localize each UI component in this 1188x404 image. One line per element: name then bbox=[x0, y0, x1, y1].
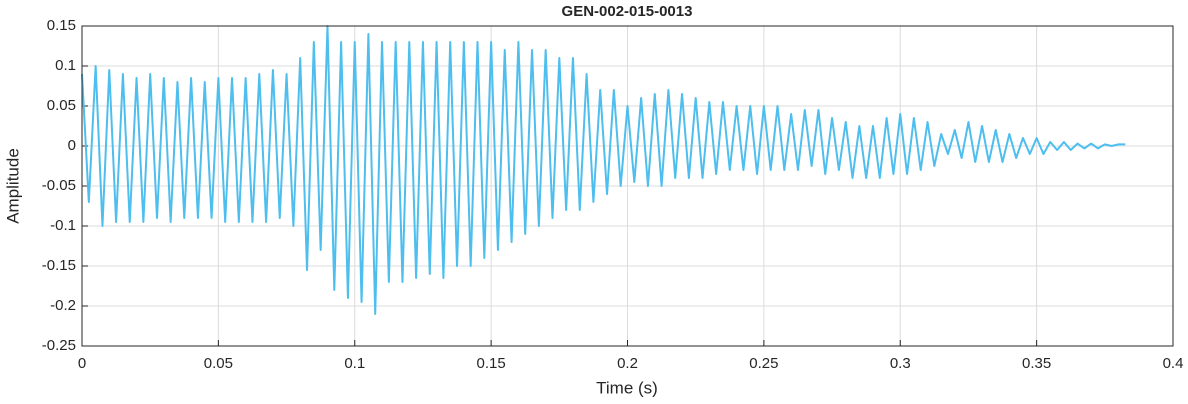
y-tick-label: 0.1 bbox=[55, 57, 76, 74]
y-tick-label: -0.05 bbox=[42, 177, 76, 194]
x-tick-label: 0.3 bbox=[890, 355, 911, 372]
x-tick-label: 0.25 bbox=[749, 355, 778, 372]
x-tick-label: 0.05 bbox=[204, 355, 233, 372]
x-tick-label: 0.1 bbox=[344, 355, 365, 372]
x-tick-label: 0.35 bbox=[1022, 355, 1051, 372]
y-tick-label: 0.15 bbox=[47, 17, 76, 34]
y-tick-label: -0.1 bbox=[50, 217, 76, 234]
x-tick-label: 0.2 bbox=[617, 355, 638, 372]
y-tick-label: -0.2 bbox=[50, 297, 76, 314]
y-tick-label: 0.05 bbox=[47, 97, 76, 114]
axes-box bbox=[81, 25, 1174, 347]
chart-title: GEN-002-015-0013 bbox=[562, 3, 693, 20]
waveform-line bbox=[81, 25, 1126, 315]
x-tick-label: 0.15 bbox=[477, 355, 506, 372]
y-axis-label: Amplitude bbox=[3, 148, 22, 224]
x-axis-label: Time (s) bbox=[596, 378, 658, 397]
x-tick-label: 0 bbox=[78, 355, 86, 372]
y-tick-label: -0.25 bbox=[42, 337, 76, 354]
y-tick-label: -0.15 bbox=[42, 257, 76, 274]
x-tick-label: 0.4 bbox=[1163, 355, 1184, 372]
y-tick-label: 0 bbox=[68, 137, 76, 154]
